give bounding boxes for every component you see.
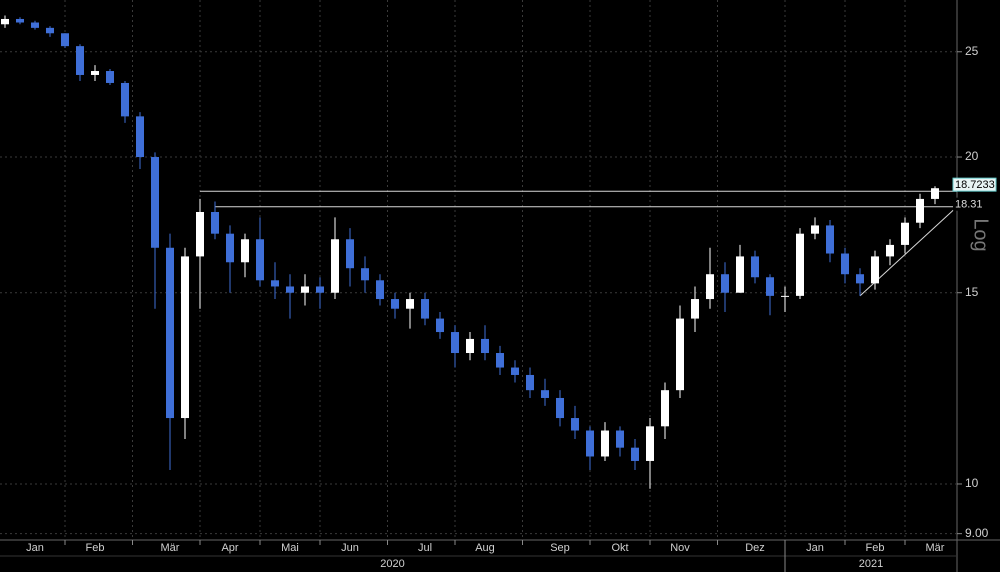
x-tick-label: Aug <box>475 542 495 554</box>
x-tick-label: Feb <box>866 542 885 554</box>
candle-body <box>661 390 669 427</box>
candle-body <box>886 244 894 257</box>
candle-body <box>346 239 354 269</box>
year-label: 2021 <box>859 558 883 570</box>
y-tick-label: 15 <box>965 285 979 299</box>
x-tick-label: Sep <box>550 542 570 554</box>
candle-body <box>436 318 444 333</box>
candle-body <box>796 233 804 296</box>
x-tick-label: Mär <box>161 542 180 554</box>
price-tag: 18.31 <box>955 199 983 211</box>
candle-body <box>556 397 564 419</box>
candle-body <box>241 239 249 263</box>
candle-body <box>511 367 519 375</box>
candle-body <box>451 332 459 354</box>
x-tick-label: Mär <box>926 542 945 554</box>
x-tick-label: Nov <box>670 542 690 554</box>
candle-body <box>646 426 654 461</box>
candle-body <box>676 318 684 391</box>
price-tag-box <box>952 177 997 192</box>
candle-body <box>721 274 729 293</box>
candle-body <box>601 430 609 457</box>
candle-body <box>1 18 9 25</box>
candle-body <box>526 374 534 391</box>
price-tag: 18.7233 <box>955 179 995 191</box>
candle-body <box>256 239 264 281</box>
candle-body <box>616 430 624 448</box>
x-tick-label: Mai <box>281 542 299 554</box>
candle-body <box>376 280 384 300</box>
candle-body <box>16 18 24 23</box>
y-tick-label: 10 <box>965 476 979 490</box>
x-tick-label: Jan <box>806 542 824 554</box>
candle-body <box>91 71 99 75</box>
candle-body <box>901 222 909 245</box>
candle-body <box>226 233 234 263</box>
candle-body <box>856 274 864 284</box>
candle-body <box>691 299 699 319</box>
candle-body <box>496 353 504 368</box>
scale-label: Log <box>970 218 992 251</box>
candle-body <box>31 22 39 28</box>
candle-body <box>361 268 369 281</box>
x-tick-label: Dez <box>745 542 765 554</box>
candle-body <box>811 225 819 234</box>
candle-body <box>751 256 759 278</box>
candle-body <box>136 116 144 158</box>
candle-body <box>106 71 114 83</box>
candle-body <box>76 46 84 75</box>
candle-body <box>826 225 834 254</box>
candle-body <box>316 286 324 293</box>
x-tick-label: Okt <box>611 542 628 554</box>
candle-body <box>916 198 924 223</box>
candle-body <box>841 253 849 275</box>
x-tick-label: Feb <box>86 542 105 554</box>
x-tick-label: Apr <box>221 542 238 554</box>
candle-body <box>571 418 579 431</box>
candle-body <box>286 286 294 293</box>
candle-body <box>871 256 879 284</box>
x-tick-label: Jan <box>26 542 44 554</box>
candle-body <box>181 256 189 419</box>
candle-body <box>766 277 774 296</box>
candle-body <box>166 247 174 419</box>
candle-body <box>406 299 414 309</box>
price-tag-box <box>953 197 996 211</box>
candle-body <box>271 280 279 287</box>
candle-body <box>631 447 639 461</box>
candle-body <box>706 274 714 300</box>
candle-body <box>586 430 594 457</box>
candle-body <box>421 299 429 319</box>
candle-body <box>466 338 474 354</box>
candle-body <box>61 33 69 47</box>
y-tick-label: 20 <box>965 149 979 163</box>
candle-body <box>481 338 489 354</box>
candle-body <box>211 211 219 234</box>
candle-body <box>301 286 309 293</box>
year-label: 2020 <box>380 558 404 570</box>
candle-body <box>331 239 339 293</box>
candle-body <box>151 157 159 248</box>
x-tick-label: Jul <box>418 542 432 554</box>
candle-body <box>46 27 54 34</box>
candle-body <box>391 299 399 309</box>
candle-body <box>781 295 789 297</box>
x-tick-label: Jun <box>341 542 359 554</box>
candle-body <box>196 211 204 257</box>
candle-body <box>931 188 939 199</box>
y-tick-label: 9.00 <box>965 526 989 540</box>
candle-body <box>736 256 744 293</box>
candle-body <box>121 82 129 117</box>
candle-body <box>541 390 549 398</box>
y-tick-label: 25 <box>965 44 979 58</box>
